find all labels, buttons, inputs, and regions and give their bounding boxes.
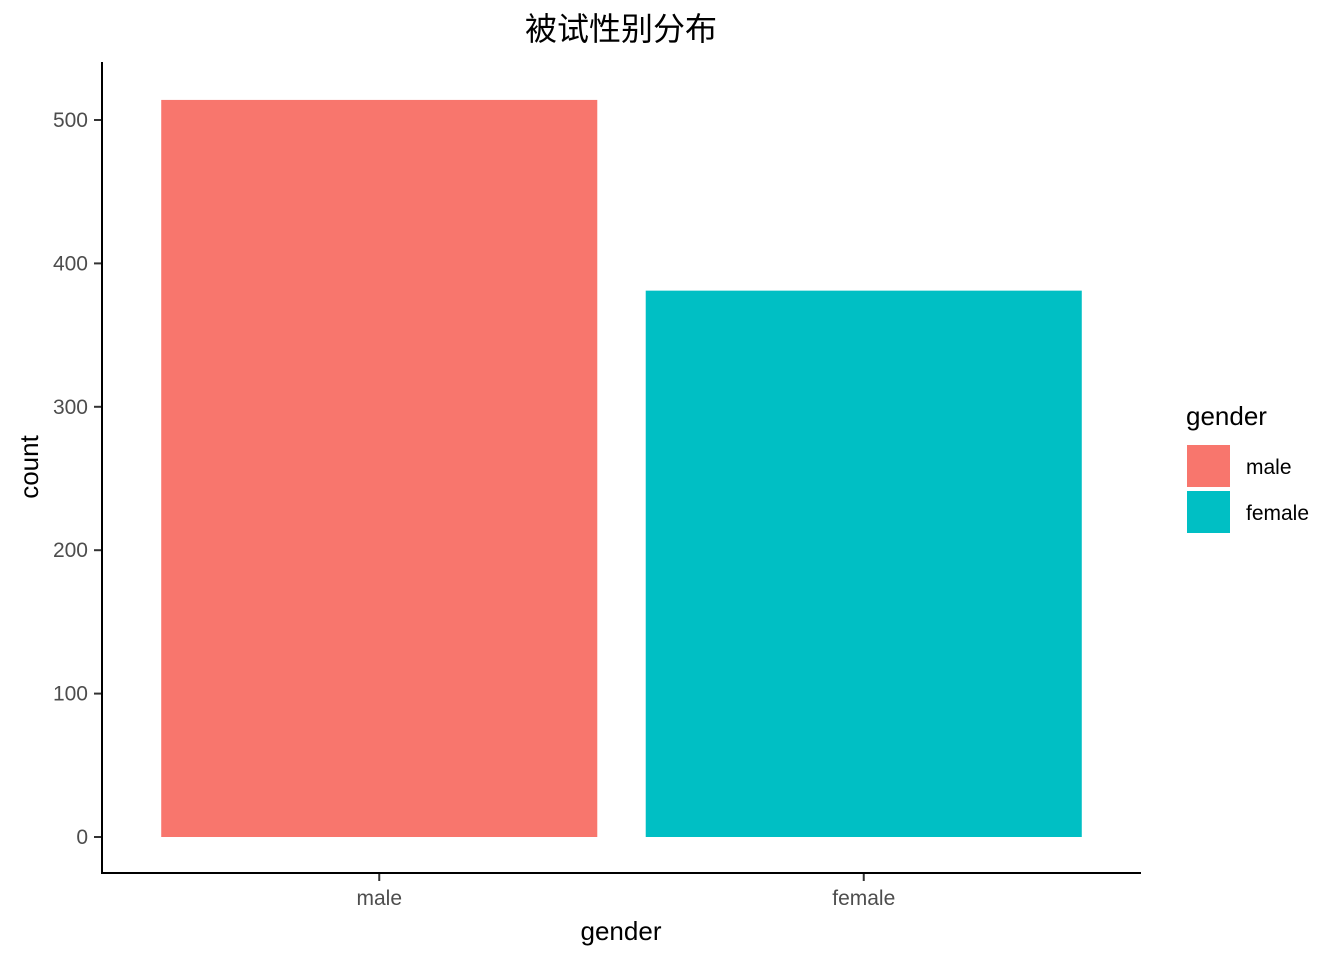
x-axis-ticks: male female	[356, 873, 895, 910]
legend-label-female: female	[1246, 502, 1309, 525]
y-tick-label: 100	[53, 683, 88, 706]
x-axis-title: gender	[581, 916, 662, 946]
x-tick-label: female	[832, 887, 895, 910]
y-tick-label: 300	[53, 396, 88, 419]
legend-items: male female	[1187, 445, 1309, 533]
x-tick-label: male	[356, 887, 402, 910]
bars-group	[161, 99, 1082, 837]
y-tick-label: 200	[53, 539, 88, 562]
y-axis-title: count	[14, 434, 44, 498]
legend-swatch-male	[1187, 445, 1230, 487]
y-tick-label: 500	[53, 109, 88, 132]
bar-female	[645, 290, 1082, 837]
y-tick-label: 400	[53, 252, 88, 275]
y-axis-ticks: 0 100 200 300 400 500	[53, 109, 102, 849]
legend: gender male female	[1186, 401, 1309, 533]
y-tick-label: 0	[76, 826, 88, 849]
chart-title: 被试性别分布	[525, 10, 717, 48]
legend-label-male: male	[1246, 456, 1292, 479]
bar-male	[161, 99, 598, 837]
legend-title: gender	[1186, 401, 1267, 431]
legend-swatch-female	[1187, 491, 1230, 533]
